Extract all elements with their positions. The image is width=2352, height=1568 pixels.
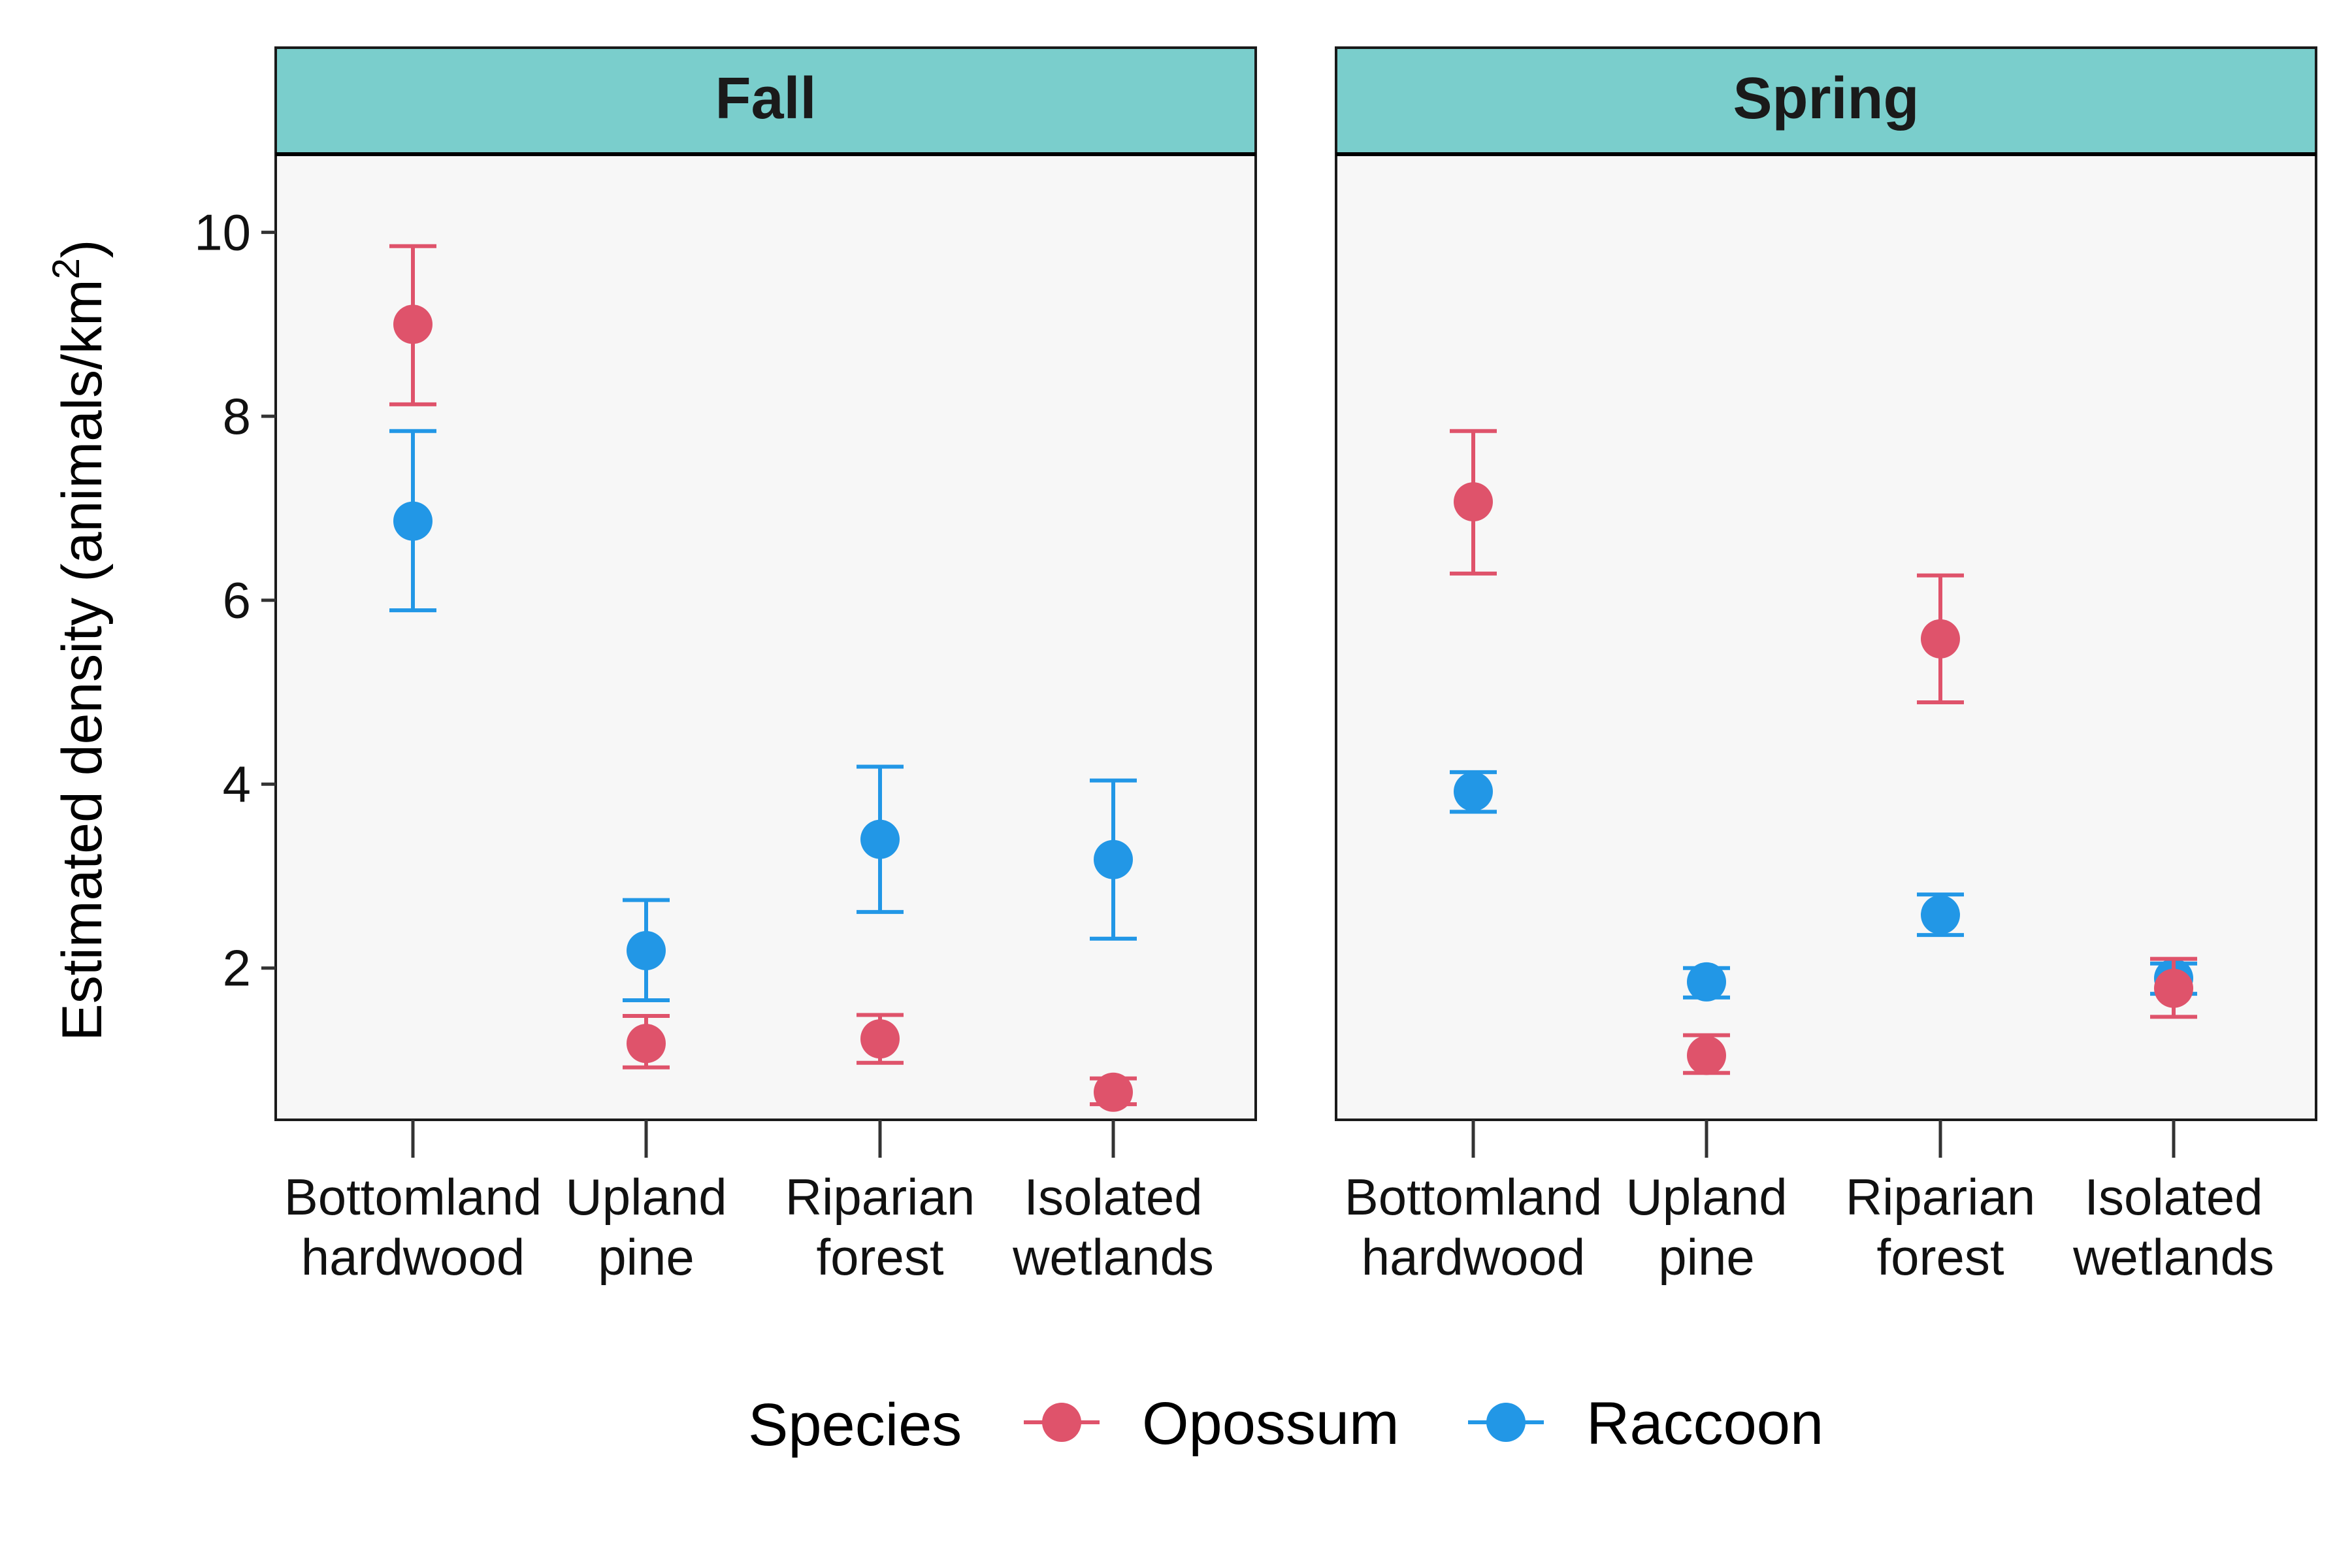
x-tick-label: Bottomland [1345, 1168, 1603, 1226]
x-tick-label: Upland [565, 1168, 727, 1226]
data-point [1921, 619, 1960, 659]
strip-background [1335, 46, 2317, 155]
x-tick-label: pine [1658, 1228, 1754, 1286]
series-raccoon [389, 429, 1137, 1003]
data-point [1094, 1072, 1133, 1112]
x-tick-label: Riparian [785, 1168, 975, 1226]
y-tick-label: 4 [223, 755, 251, 813]
series-opossum [1450, 429, 2197, 1075]
x-tick-label: Riparian [1846, 1168, 2035, 1226]
data-point [393, 501, 433, 541]
x-tick-label: wetlands [2072, 1228, 2274, 1286]
y-tick-label: 10 [194, 204, 251, 261]
legend-item-opossum: Opossum [1024, 1390, 1399, 1457]
y-axis-title-close: ) [51, 239, 114, 258]
x-tick-label: forest [1876, 1228, 2004, 1286]
data-point [1687, 962, 1726, 1002]
panel-background [274, 153, 1257, 1121]
y-tick-label: 6 [223, 572, 251, 629]
strip-label: Spring [1733, 66, 1919, 131]
data-point [627, 1024, 666, 1064]
legend-label: Opossum [1142, 1390, 1399, 1457]
x-tick-label: wetlands [1012, 1228, 1214, 1286]
data-point [1094, 840, 1133, 879]
x-tick-label: Isolated [2084, 1168, 2262, 1226]
data-point [393, 304, 433, 344]
strip-label: Fall [715, 66, 816, 131]
x-tick-label: Isolated [1024, 1168, 1202, 1226]
data-point [627, 930, 666, 970]
x-tick-label: forest [816, 1228, 943, 1286]
x-tick-label: pine [598, 1228, 694, 1286]
legend-title: Species [748, 1392, 962, 1458]
data-point [1454, 482, 1493, 522]
y-tick-label: 8 [223, 387, 251, 445]
data-point [1921, 895, 1960, 935]
legend-key-point [1042, 1403, 1081, 1442]
data-point [1687, 1036, 1726, 1075]
x-tick-label: Upland [1625, 1168, 1787, 1226]
plot-area: Fall246810BottomlandhardwoodUplandpineRi… [194, 46, 2317, 1286]
data-point [860, 1019, 900, 1059]
y-axis-title-superscript: 2 [45, 258, 88, 279]
y-axis-title: Estimated density (animals/km2) [45, 239, 114, 1041]
data-point [2154, 968, 2193, 1008]
legend: Species Opossum Raccoon [748, 1390, 1823, 1458]
legend-item-raccoon: Raccoon [1468, 1390, 1823, 1457]
legend-key-point [1486, 1403, 1526, 1442]
x-tick-label: Bottomland [284, 1168, 542, 1226]
y-tick-label: 2 [223, 939, 251, 997]
data-point [860, 819, 900, 859]
data-point [1454, 772, 1493, 811]
x-tick-label: hardwood [1362, 1228, 1586, 1286]
x-tick-label: hardwood [301, 1228, 525, 1286]
series-opossum [389, 244, 1137, 1112]
legend-label: Raccoon [1586, 1390, 1823, 1457]
y-axis-title-text: Estimated density (animals/km [51, 279, 114, 1041]
legend-items: Opossum Raccoon [1024, 1390, 1823, 1457]
strip-background [274, 46, 1257, 155]
